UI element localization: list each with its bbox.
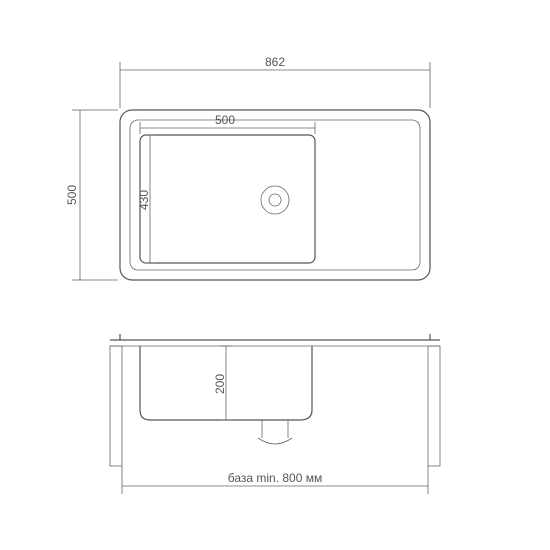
sink-inner-lip: [130, 120, 420, 270]
dim-label-base: база min. 800 мм: [228, 471, 323, 485]
drain-outer: [261, 186, 289, 214]
dim-bowl-width-500: 500: [140, 113, 315, 134]
front-view: 200 база min. 800 мм: [110, 334, 440, 494]
dim-label-200: 200: [213, 374, 227, 394]
dim-width-862: 862: [120, 55, 430, 108]
dim-label-500: 500: [65, 185, 79, 205]
dim-label-862: 862: [265, 55, 285, 69]
sink-dimensional-diagram: 862 500 500 430: [0, 0, 550, 550]
dim-height-500: 500: [65, 110, 118, 280]
drain-trap: [258, 438, 292, 444]
drain-inner: [269, 194, 281, 206]
dim-base-min: база min. 800 мм: [122, 466, 428, 494]
cabinet-left: [110, 346, 122, 466]
dim-label-bowl-500: 500: [215, 113, 235, 127]
top-view: 862 500 500 430: [65, 55, 430, 280]
dim-label-430: 430: [137, 190, 151, 210]
dim-depth-200: 200: [213, 346, 232, 420]
cabinet-right: [428, 346, 440, 466]
